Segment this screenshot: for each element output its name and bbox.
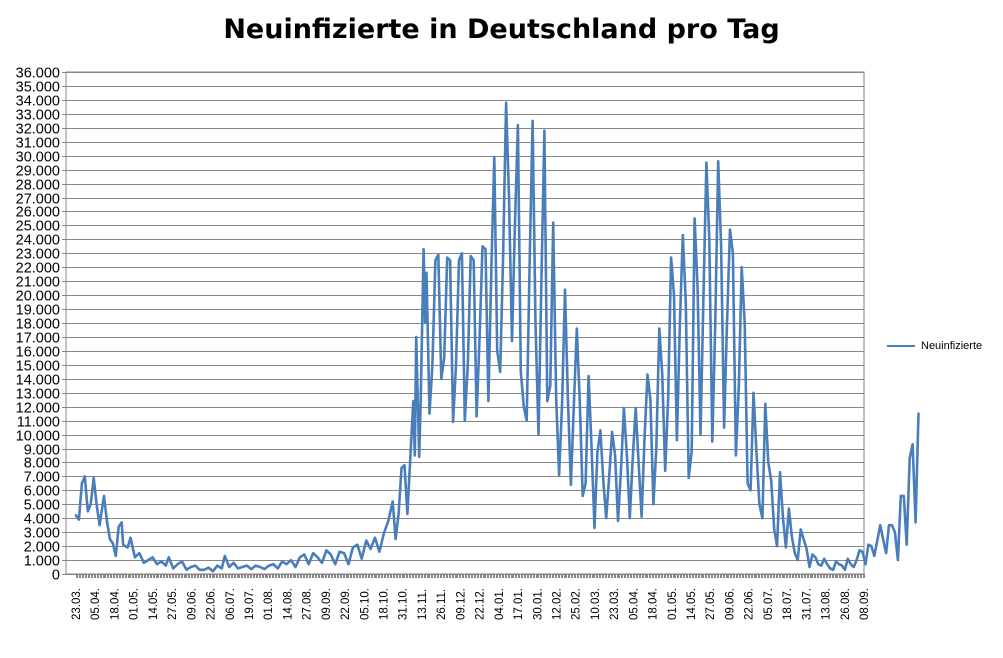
y-tick-label: 31.000: [16, 136, 60, 152]
x-tick-label: 22.09.: [340, 588, 352, 620]
y-tick-label: 34.000: [16, 94, 60, 110]
y-tick-label: 9.000: [24, 443, 60, 459]
y-tick-label: 26.000: [16, 205, 60, 221]
chart-title: Neuinfizierte in Deutschland pro Tag: [223, 14, 780, 45]
x-tick-label: 27.08.: [302, 588, 314, 620]
x-tick-label: 05.07.: [763, 588, 775, 620]
y-tick-label: 14.000: [16, 373, 60, 389]
y-tick-label: 11.000: [17, 415, 60, 431]
y-tick-label: 21.000: [16, 275, 60, 291]
x-tick-label: 14.05.: [148, 588, 160, 620]
y-tick-label: 3.000: [24, 526, 60, 542]
x-tick-label: 19.07.: [244, 588, 256, 620]
y-tick-label: 20.000: [16, 289, 60, 305]
y-tick-label: 24.000: [16, 233, 60, 249]
y-tick-label: 13.000: [16, 387, 60, 403]
y-tick-label: 1.000: [24, 554, 60, 570]
y-tick-label: 7.000: [24, 470, 60, 486]
x-tick-label: 01.05.: [129, 588, 141, 620]
x-tick-label: 18.10.: [379, 588, 391, 620]
legend: Neuinfizierte: [887, 340, 982, 352]
y-tick-label: 10.000: [16, 429, 60, 445]
x-tick-label: 08.09.: [859, 588, 871, 620]
y-tick-label: 12.000: [16, 401, 60, 417]
y-tick-label: 25.000: [16, 219, 60, 235]
x-tick-label: 05.04.: [90, 588, 102, 620]
x-tick-label: 18.04.: [109, 588, 121, 620]
x-tick-label: 17.01.: [513, 588, 525, 620]
y-tick-label: 17.000: [16, 331, 60, 347]
x-tick-label: 10.03.: [590, 588, 602, 620]
y-tick-label: 23.000: [16, 247, 60, 263]
x-tick-label: 23.03.: [71, 588, 83, 620]
y-tick-label: 19.000: [16, 303, 60, 319]
y-tick-label: 15.000: [16, 359, 60, 375]
x-tick-label: 06.07.: [225, 588, 237, 620]
y-axis: 01.0002.0003.0004.0005.0006.0007.0008.00…: [16, 66, 66, 584]
x-tick-label: 22.06.: [206, 588, 218, 620]
x-axis: 23.03. 05.04. 18.04. 01.05. 14.05. 27.05. 09.0…: [71, 574, 871, 620]
x-tick-label: 14.05.: [686, 588, 698, 620]
x-tick-label: 13.11.: [417, 589, 429, 620]
x-tick-label: 23.03.: [609, 588, 621, 620]
x-tick-label: 30.01.: [532, 588, 544, 620]
x-tick-label: 05.04.: [628, 588, 640, 620]
x-tick-label: 09.09.: [321, 588, 333, 620]
x-tick-label: 13.08.: [821, 588, 833, 620]
x-tick-label: 09.06.: [724, 588, 736, 620]
x-tick-label: 26.11.: [436, 589, 448, 620]
y-tick-label: 0: [52, 568, 60, 584]
x-tick-label: 18.04.: [648, 588, 660, 620]
y-tick-label: 22.000: [16, 261, 60, 277]
y-tick-label: 4.000: [24, 512, 60, 528]
x-tick-label: 31.10.: [398, 588, 410, 620]
y-tick-label: 5.000: [24, 498, 60, 514]
x-tick-label: 22.06.: [744, 588, 756, 620]
x-tick-label: 25.02.: [571, 588, 583, 620]
x-tick-label: 22.12.: [475, 588, 487, 620]
y-tick-label: 2.000: [24, 540, 60, 556]
y-tick-label: 16.000: [16, 345, 60, 361]
x-tick-label: 12.02.: [551, 588, 563, 620]
y-tick-label: 33.000: [16, 108, 60, 124]
y-tick-label: 32.000: [16, 122, 60, 138]
x-tick-label: 14.08.: [282, 588, 294, 620]
x-tick-label: 31.07.: [801, 588, 813, 620]
x-tick-label: 04.01.: [494, 588, 506, 620]
y-tick-label: 6.000: [24, 484, 60, 500]
legend-swatch: [887, 345, 915, 347]
x-tick-label: 26.08.: [840, 588, 852, 620]
x-tick-label: 09.06.: [186, 588, 198, 620]
series-group: [74, 101, 920, 573]
x-tick-label: 05.10.: [359, 588, 371, 620]
x-tick-label: 09.12.: [455, 588, 467, 620]
y-tick-label: 27.000: [16, 192, 60, 208]
y-tick-label: 35.000: [16, 80, 60, 96]
x-tick-label: 18.07.: [782, 588, 794, 620]
y-tick-label: 28.000: [16, 178, 60, 194]
legend-label: Neuinfizierte: [921, 340, 983, 352]
x-tick-label: 01.05.: [667, 588, 679, 620]
y-tick-label: 36.000: [16, 66, 60, 82]
y-tick-label: 29.000: [16, 164, 60, 180]
y-tick-label: 18.000: [16, 317, 60, 333]
series-line: [74, 101, 920, 573]
x-tick-label: 27.05.: [705, 588, 717, 620]
y-tick-label: 30.000: [16, 150, 60, 166]
y-tick-label: 8.000: [24, 456, 60, 472]
x-tick-label: 01.08.: [263, 588, 275, 620]
x-tick-label: 27.05.: [167, 588, 179, 620]
